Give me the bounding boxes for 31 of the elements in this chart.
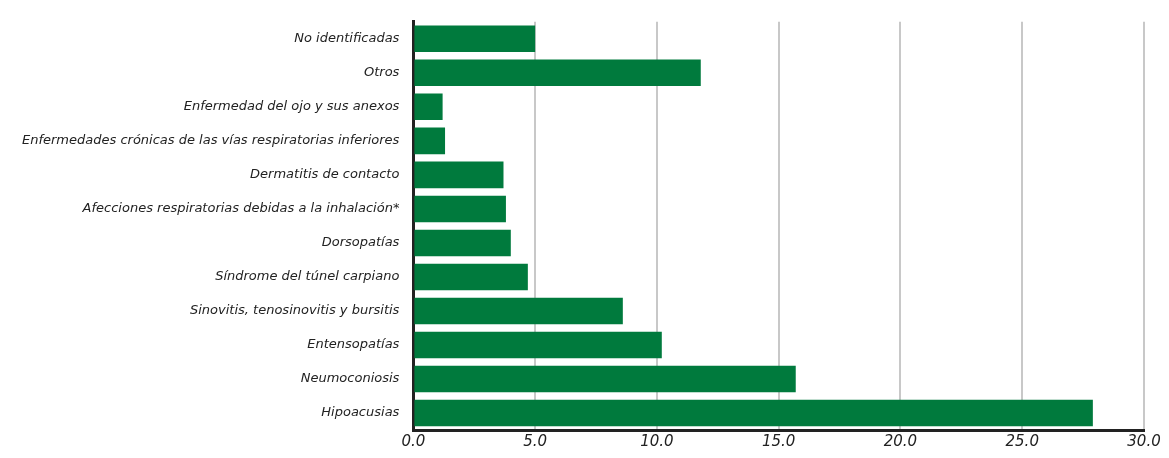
x-tick-label: 0.0: [401, 431, 426, 450]
x-tick-label: 10.0: [640, 431, 674, 450]
bar: [414, 399, 1093, 427]
x-tick-label: 20.0: [883, 431, 918, 450]
y-tick-label: Entensopatías: [307, 336, 400, 352]
y-tick-label: Otros: [363, 64, 400, 80]
y-tick-label: Sinovitis, tenosinovitis y bursitis: [189, 302, 400, 318]
bar: [414, 297, 623, 325]
y-tick-label: Hipoacusias: [321, 404, 400, 420]
bar: [414, 263, 528, 291]
bar: [414, 127, 446, 155]
y-tick-label: Neumoconiosis: [300, 370, 400, 386]
y-tick-label: Dorsopatías: [321, 234, 400, 250]
x-tick-label: 25.0: [1005, 431, 1039, 450]
y-tick-label: Afecciones respiratorias debidas a la inhalación*: [81, 200, 400, 216]
x-tick-label: 5.0: [523, 431, 548, 450]
bar: [414, 25, 536, 53]
bar: [414, 365, 796, 393]
bar: [414, 195, 506, 223]
y-tick-label: Síndrome del túnel carpiano: [215, 268, 400, 284]
y-tick-label: Enfermedad del ojo y sus anexos: [183, 98, 400, 114]
bar: [414, 229, 511, 257]
y-tick-label: No identificadas: [294, 30, 400, 46]
bar: [414, 161, 504, 189]
x-tick-label: 15.0: [761, 431, 796, 450]
y-tick-label: Dermatitis de contacto: [250, 166, 400, 182]
y-tick-label: Enfermedades crónicas de las vías respiratorias inferiores: [22, 132, 400, 148]
bar: [414, 59, 701, 87]
x-tick-label: 30.0: [1127, 431, 1161, 450]
bar: [414, 93, 443, 121]
bar: [414, 331, 662, 359]
